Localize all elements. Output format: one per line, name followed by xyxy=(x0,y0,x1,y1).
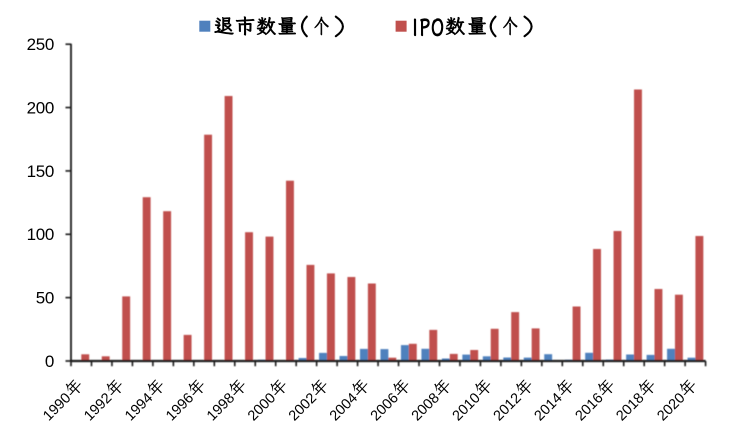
svg-text:250: 250 xyxy=(27,35,54,54)
svg-text:0: 0 xyxy=(45,352,54,371)
svg-text:200: 200 xyxy=(27,98,54,117)
svg-text:50: 50 xyxy=(36,289,54,308)
svg-text:150: 150 xyxy=(27,162,54,181)
svg-text:100: 100 xyxy=(27,225,54,244)
